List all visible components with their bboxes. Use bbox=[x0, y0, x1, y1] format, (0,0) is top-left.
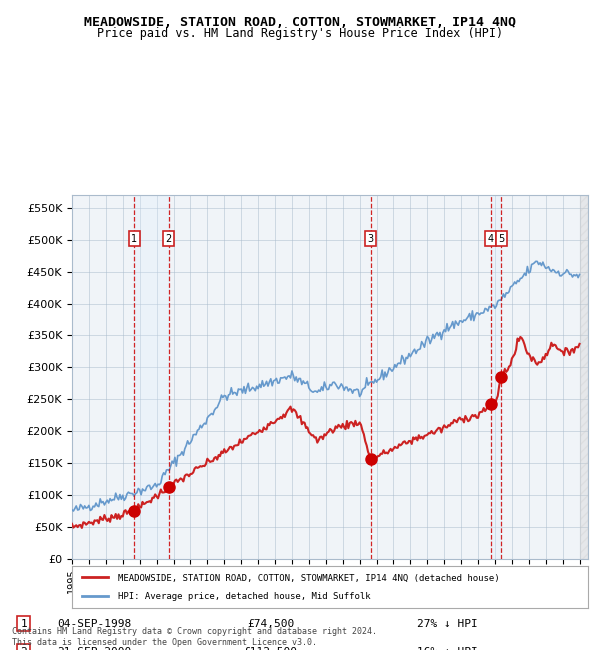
Text: Contains HM Land Registry data © Crown copyright and database right 2024.
This d: Contains HM Land Registry data © Crown c… bbox=[12, 627, 377, 647]
Text: MEADOWSIDE, STATION ROAD, COTTON, STOWMARKET, IP14 4NQ: MEADOWSIDE, STATION ROAD, COTTON, STOWMA… bbox=[84, 16, 516, 29]
Text: 5: 5 bbox=[498, 234, 505, 244]
Text: 2: 2 bbox=[20, 647, 27, 650]
Text: 21-SEP-2000: 21-SEP-2000 bbox=[57, 647, 131, 650]
Text: 3: 3 bbox=[368, 234, 374, 244]
Text: MEADOWSIDE, STATION ROAD, COTTON, STOWMARKET, IP14 4NQ (detached house): MEADOWSIDE, STATION ROAD, COTTON, STOWMA… bbox=[118, 574, 500, 582]
Text: 16% ↓ HPI: 16% ↓ HPI bbox=[416, 647, 478, 650]
Text: 1: 1 bbox=[131, 234, 137, 244]
Text: £74,500: £74,500 bbox=[247, 619, 294, 629]
Bar bbox=[580, 195, 588, 559]
Text: HPI: Average price, detached house, Mid Suffolk: HPI: Average price, detached house, Mid … bbox=[118, 592, 371, 601]
Text: 1: 1 bbox=[20, 619, 27, 629]
Bar bbox=[491, 195, 501, 559]
Text: 04-SEP-1998: 04-SEP-1998 bbox=[57, 619, 131, 629]
Text: Price paid vs. HM Land Registry's House Price Index (HPI): Price paid vs. HM Land Registry's House … bbox=[97, 27, 503, 40]
Text: 2: 2 bbox=[166, 234, 172, 244]
Text: 4: 4 bbox=[488, 234, 494, 244]
Text: £112,500: £112,500 bbox=[244, 647, 298, 650]
Bar bbox=[134, 195, 169, 559]
Text: 27% ↓ HPI: 27% ↓ HPI bbox=[416, 619, 478, 629]
